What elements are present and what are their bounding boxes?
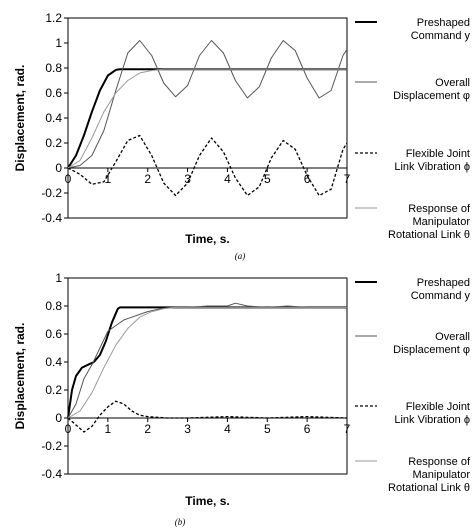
legend-label-3: Flexible Joint: [406, 148, 470, 160]
x-tick-label: 5: [264, 422, 271, 436]
y-axis-title: Displacement, rad.: [13, 323, 27, 430]
y-tick-label: 1.2: [45, 11, 62, 25]
plot-frame: [67, 17, 348, 219]
y-tick-label: -0.2: [41, 439, 62, 453]
series-line-2: [67, 40, 348, 169]
x-tick-label: 4: [224, 172, 231, 186]
x-tick-label: 2: [144, 172, 151, 186]
series-line-3: [67, 134, 348, 197]
y-tick-label: 0.8: [45, 61, 62, 75]
legend-label-4: Response of: [408, 203, 471, 215]
figure-a: 1.2 1 0.8 0.6 0.4 0.2 0 -0.2 -0.4 0 1 2 3 4 5 6 7 Displac…: [13, 11, 471, 261]
series-line-3: [67, 400, 348, 433]
legend-label-2: Displacement φ: [393, 90, 470, 102]
y-tick-label: -0.2: [41, 186, 62, 200]
x-tick-label: 0: [65, 422, 72, 436]
legend-label-1: Command y: [411, 30, 471, 42]
x-tick-label: 5: [264, 172, 271, 186]
legend-label-3: Flexible Joint: [406, 401, 470, 413]
y-tick-label: 1: [55, 271, 62, 285]
legend-label-4: Response of: [408, 456, 471, 468]
x-tick-label: 0: [65, 172, 72, 186]
legend-label-4: Rotational Link θ: [388, 229, 470, 241]
x-axis-title: Time, s.: [185, 494, 229, 508]
y-tick-label: 1: [55, 36, 62, 50]
legend-label-1: Preshaped: [417, 17, 470, 29]
legend-label-3: Link Vibration ϕ: [394, 414, 470, 426]
y-tick-label: 0.2: [45, 136, 62, 150]
series-line-4: [67, 68, 347, 169]
x-tick-label: 7: [344, 172, 351, 186]
y-axis-title: Displacement, rad.: [13, 65, 27, 172]
chart-a: 1.210.80.60.40.20-0.2-0.40 1 2 3 4 5 6 7Displac…: [13, 11, 471, 261]
y-tick-label: -0.4: [41, 211, 62, 225]
legend-label-2: Overall: [435, 331, 470, 343]
series-line-2: [67, 302, 347, 419]
x-tick-label: 7: [344, 422, 351, 436]
x-axis-title: Time, s.: [185, 232, 229, 246]
x-tick-label: 2: [144, 422, 151, 436]
x-tick-label: 6: [304, 422, 311, 436]
legend-label-1: Command y: [411, 290, 471, 302]
y-tick-label: -0.4: [41, 467, 62, 481]
x-tick-label: 1: [105, 422, 112, 436]
legend-label-4: Rotational Link θ: [388, 482, 470, 494]
x-tick-label: 3: [184, 172, 191, 186]
legend-label-2: Displacement φ: [393, 344, 470, 356]
series-line-1: [67, 306, 347, 419]
y-tick-label: 0: [55, 161, 62, 175]
x-tick-label: 6: [304, 172, 311, 186]
y-tick-label: 0: [55, 411, 62, 425]
legend-label-2: Overall: [435, 77, 470, 89]
y-tick-label: 0.4: [45, 111, 62, 125]
plot-frame: [67, 277, 348, 475]
x-tick-label: 4: [224, 422, 231, 436]
series-line-1: [67, 68, 347, 169]
legend-label-1: Preshaped: [417, 277, 470, 289]
legend-label-4: Manipulator: [413, 469, 471, 481]
y-tick-label: 0.6: [45, 327, 62, 341]
legend-label-3: Link Vibration ϕ: [394, 161, 470, 173]
y-tick-label: 0.6: [45, 86, 62, 100]
figure-caption: (a): [235, 251, 246, 261]
x-tick-label: 3: [184, 422, 191, 436]
legend-label-4: Manipulator: [413, 216, 471, 228]
y-tick-label: 0.4: [45, 355, 62, 369]
chart-b: 10.80.60.40.20-0.2-0.40 1 2 3 4 5 6 7Displaceme…: [13, 271, 471, 527]
y-tick-label: 0.8: [45, 299, 62, 313]
figure-b: 1 0.8 0.6 0.4 0.2 0 -0.2 -0.4 0 1 2 3 4 5 6 7 Displaceme…: [0, 265, 474, 528]
figure-caption: (b): [175, 517, 186, 527]
x-tick-label: 1: [105, 172, 112, 186]
y-tick-label: 0.2: [45, 383, 62, 397]
series-line-4: [67, 306, 347, 419]
